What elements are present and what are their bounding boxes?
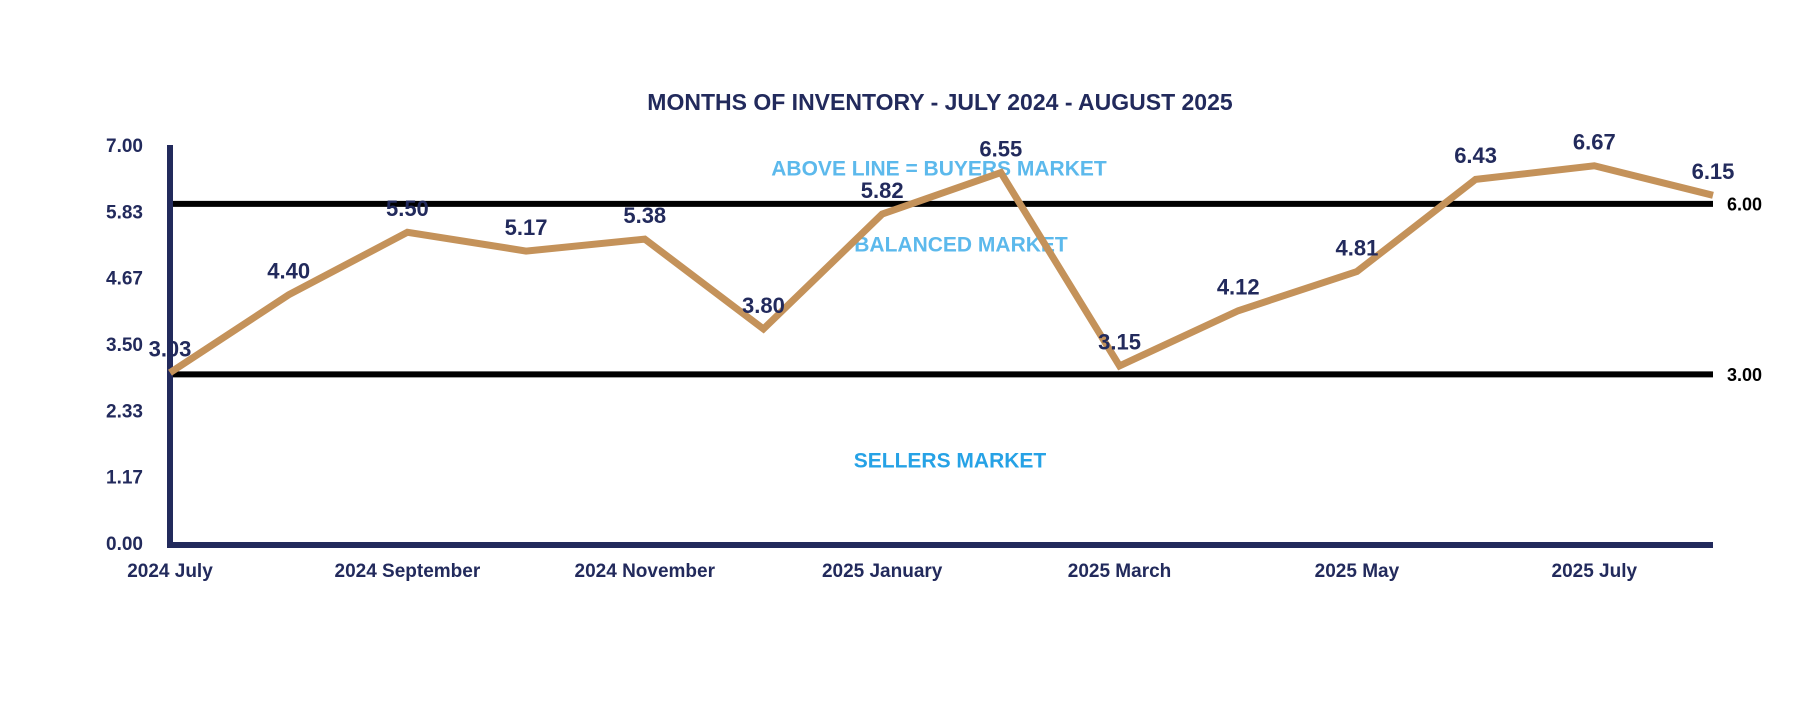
x-tick-label: 2025 January [822, 561, 943, 582]
y-tick-label: 5.83 [106, 203, 143, 224]
data-label: 3.80 [742, 293, 785, 318]
data-label: 4.12 [1217, 275, 1260, 300]
chart-title: MONTHS OF INVENTORY - JULY 2024 - AUGUST… [647, 89, 1233, 115]
annotation: SELLERS MARKET [854, 450, 1047, 473]
x-tick-label: 2024 November [575, 561, 716, 582]
data-label: 5.38 [623, 203, 666, 228]
data-label: 5.50 [386, 196, 429, 221]
x-tick-label: 2025 July [1552, 561, 1638, 582]
data-label: 3.15 [1098, 330, 1141, 355]
y-tick-label: 3.50 [106, 335, 143, 356]
y-tick-label: 0.00 [106, 534, 143, 555]
x-tick-label: 2024 September [335, 561, 481, 582]
data-label: 6.67 [1573, 130, 1616, 155]
data-label: 4.40 [267, 259, 310, 284]
reference-label: 6.00 [1727, 195, 1762, 215]
data-label: 6.15 [1692, 159, 1735, 184]
data-label: 5.17 [505, 215, 548, 240]
x-tick-label: 2025 March [1068, 561, 1172, 582]
data-label: 4.81 [1336, 235, 1379, 260]
y-tick-label: 2.33 [106, 402, 143, 423]
reference-label: 3.00 [1727, 365, 1762, 385]
y-tick-label: 1.17 [106, 467, 143, 488]
data-label: 6.43 [1454, 143, 1497, 168]
data-label: 5.82 [861, 178, 904, 203]
data-label: 6.55 [979, 136, 1022, 161]
data-label: 3.03 [149, 337, 192, 362]
y-tick-label: 4.67 [106, 268, 143, 289]
annotation: BALANCED MARKET [854, 234, 1068, 257]
x-tick-label: 2025 May [1315, 561, 1400, 582]
data-line [168, 162, 1714, 376]
annotation: ABOVE LINE = BUYERS MARKET [771, 158, 1107, 181]
y-tick-label: 7.00 [106, 136, 143, 157]
x-tick-label: 2024 July [127, 561, 213, 582]
